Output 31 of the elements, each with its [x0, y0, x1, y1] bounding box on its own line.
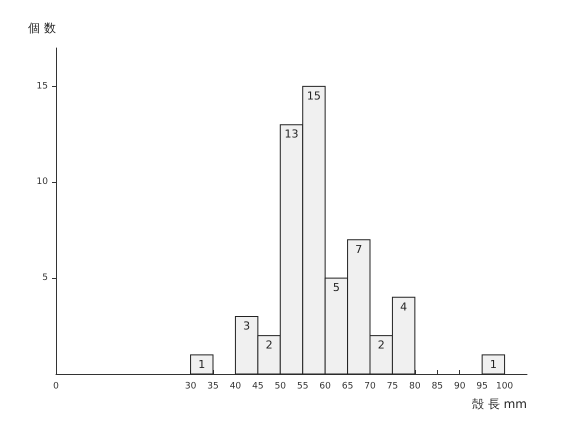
x-axis-title: 殻 長 mm — [472, 397, 527, 411]
data-label: 2 — [378, 338, 385, 352]
x-tick-label: 70 — [364, 382, 376, 392]
x-tick-label: 95 — [476, 382, 488, 392]
x-tick-label: 30 — [184, 382, 197, 392]
x-tick-label: 35 — [207, 382, 219, 392]
x-tick-label: 0 — [53, 382, 60, 392]
data-label: 1 — [490, 358, 497, 371]
x-tick-label: 100 — [496, 382, 514, 392]
data-label: 3 — [243, 319, 250, 332]
y-axis-title: 個 数 — [28, 21, 56, 35]
x-tick-label: 65 — [342, 382, 354, 392]
data-label: 4 — [400, 300, 408, 314]
data-label: 5 — [332, 281, 340, 294]
x-tick-label: 60 — [319, 382, 332, 392]
y-tick-label: 5 — [42, 273, 48, 284]
y-tick-label: 10 — [36, 177, 48, 188]
x-tick-label: 90 — [454, 382, 466, 392]
x-tick-label: 85 — [432, 382, 444, 392]
x-tick-label: 40 — [230, 382, 242, 392]
data-label: 13 — [284, 128, 298, 141]
data-label: 7 — [355, 242, 362, 256]
x-tick-label: 50 — [274, 382, 286, 392]
x-tick-label: 75 — [386, 382, 398, 392]
data-label: 15 — [306, 89, 321, 102]
x-tick-label: 55 — [296, 382, 308, 392]
y-tick-label: 15 — [36, 81, 48, 92]
x-tick-label: 45 — [252, 382, 264, 392]
x-tick-label: 80 — [409, 382, 421, 392]
data-label: 2 — [266, 338, 273, 352]
data-label: 1 — [198, 358, 206, 371]
